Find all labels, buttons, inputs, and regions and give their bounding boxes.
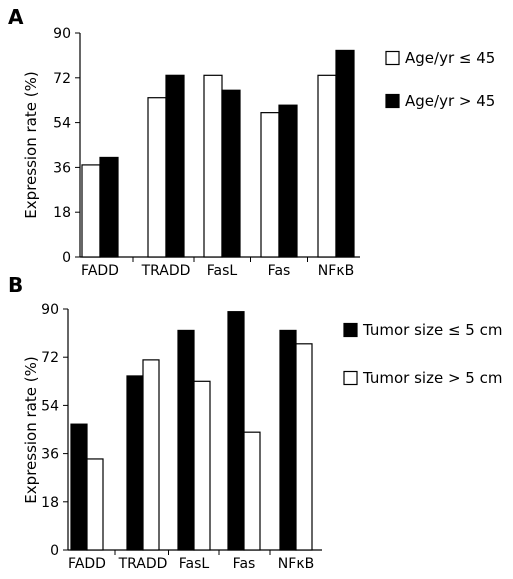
bar-a-s0 [317, 74, 337, 258]
legend-swatch-b [343, 322, 358, 338]
legend-swatch-b [343, 370, 358, 386]
bar-b-s0 [177, 329, 195, 551]
legend-label-b: Tumor size > 5 cm [362, 369, 502, 387]
bar-b-s1 [295, 343, 313, 551]
x-tick-label-b: TRADD [118, 556, 168, 572]
x-tick-label-b: FADD [68, 556, 106, 572]
y-tick-label-a: 0 [62, 250, 71, 266]
legend-swatch-a [385, 50, 400, 66]
bar-b-s0 [126, 375, 144, 551]
y-tick-label-b: 90 [41, 302, 59, 318]
bar-a-s1 [221, 89, 241, 258]
bar-a-s1 [99, 156, 119, 258]
bar-a-s0 [147, 97, 167, 258]
x-tick-label-a: FADD [81, 263, 119, 279]
legend-label-a: Age/yr ≤ 45 [405, 49, 495, 67]
y-tick-label-a: 72 [53, 71, 71, 87]
y-tick-label-b: 36 [41, 447, 59, 463]
bar-b-s1 [193, 380, 211, 551]
x-tick-label-a: FasL [207, 263, 238, 279]
legend-label-a: Age/yr > 45 [405, 92, 495, 110]
bar-b-s0 [70, 423, 88, 551]
panel-b: B Expression rate (%) 0 18 36 54 72 90 FADD TRA… [8, 273, 502, 572]
bar-a-s0 [81, 164, 101, 258]
bar-b-s1 [243, 431, 261, 551]
y-tick-label-a: 18 [53, 205, 71, 221]
bar-a-s0 [203, 74, 223, 258]
y-axis-label-a: Expression rate (%) [22, 71, 40, 218]
bar-a-s1 [335, 49, 355, 258]
legend-swatch-a [385, 93, 400, 109]
bar-b-s0 [227, 311, 245, 551]
panel-label-b: B [8, 273, 23, 297]
x-tick-label-a: Fas [268, 263, 291, 279]
x-tick-label-a: NFκB [318, 263, 354, 279]
y-tick-label-b: 54 [41, 398, 59, 414]
y-tick-label-b: 0 [50, 543, 59, 559]
y-tick-label-b: 18 [41, 495, 59, 511]
legend-label-b: Tumor size ≤ 5 cm [362, 321, 502, 339]
x-tick-label-b: Fas [233, 556, 256, 572]
bar-a-s1 [278, 104, 298, 258]
y-tick-label-a: 90 [53, 26, 71, 42]
y-axis-label-b: Expression rate (%) [22, 356, 40, 503]
bar-b-s1 [86, 458, 104, 551]
x-tick-label-b: FasL [179, 556, 210, 572]
bar-a-s0 [260, 112, 280, 258]
bar-b-s0 [279, 329, 297, 551]
x-tick-label-a: TRADD [141, 263, 191, 279]
y-tick-label-b: 72 [41, 350, 59, 366]
y-tick-label-a: 36 [53, 160, 71, 176]
panel-a: A Expression rate (%) 0 18 36 54 72 90 FADD TRA… [8, 5, 495, 279]
panel-label-a: A [8, 5, 24, 29]
x-tick-label-b: NFκB [278, 556, 314, 572]
bar-a-s1 [165, 74, 185, 258]
bar-b-s1 [142, 359, 160, 551]
y-tick-label-a: 54 [53, 116, 71, 132]
